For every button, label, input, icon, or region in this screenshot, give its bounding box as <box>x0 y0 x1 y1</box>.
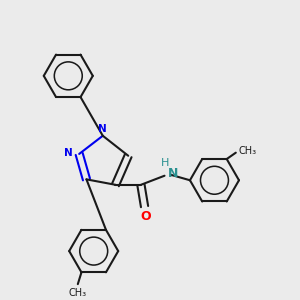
Text: N: N <box>168 167 178 180</box>
Text: H: H <box>161 158 170 168</box>
Text: CH₃: CH₃ <box>238 146 257 156</box>
Text: N: N <box>64 148 73 158</box>
Text: N: N <box>98 124 106 134</box>
Text: O: O <box>140 210 151 223</box>
Text: CH₃: CH₃ <box>69 288 87 298</box>
